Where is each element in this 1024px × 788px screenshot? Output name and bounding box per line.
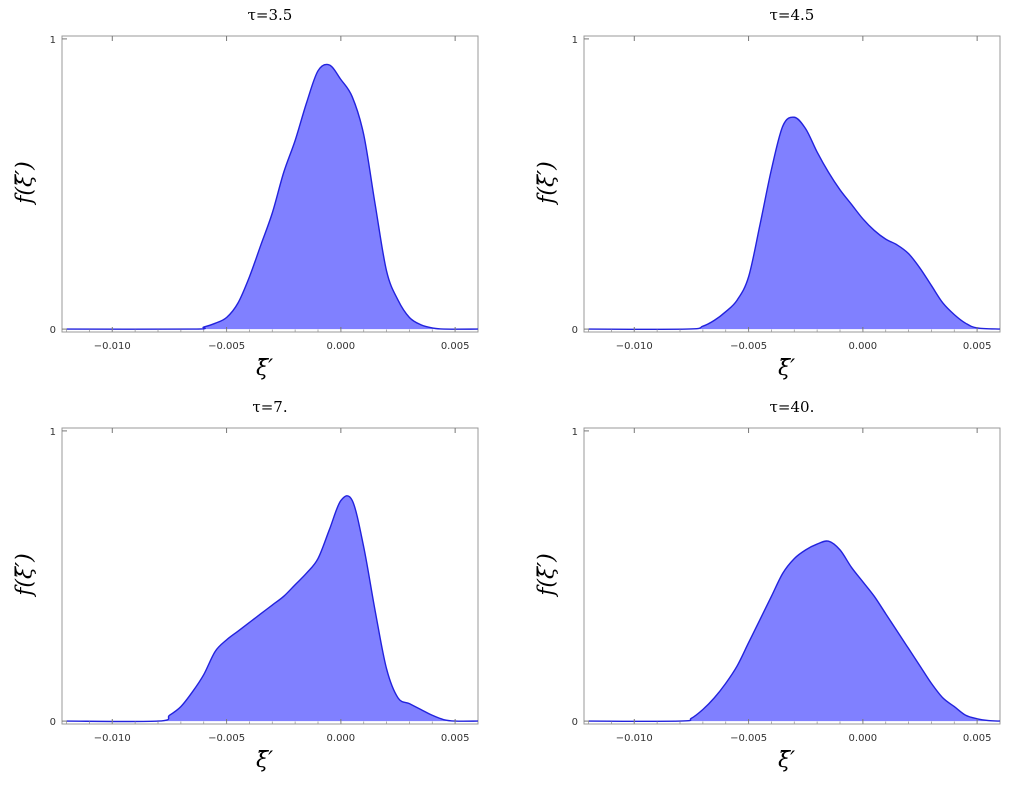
y-axis-label: f(ξ̄′) (12, 553, 38, 596)
density-area (66, 495, 479, 722)
density-line (66, 63, 479, 330)
plot-frame (61, 427, 479, 725)
x-tick-label: 0.000 (327, 341, 356, 352)
density-line (588, 540, 1001, 723)
plot-frame (583, 427, 1001, 725)
x-axis-label: ξ̄′ (778, 356, 796, 381)
chart-title: τ=40. (769, 398, 815, 416)
x-axis-label: ξ̄′ (256, 356, 274, 381)
x-tick-label: 0.000 (327, 733, 356, 744)
y-tick-label: 1 (572, 35, 578, 46)
x-tick-label: 0.000 (849, 341, 878, 352)
chart-title: τ=7. (252, 398, 288, 416)
density-area (588, 540, 1000, 722)
plot-frame (61, 35, 479, 333)
x-axis-label: ξ̄′ (256, 748, 274, 773)
x-tick-label: −0.010 (94, 733, 131, 744)
y-tick-label: 1 (572, 427, 578, 438)
density-area (588, 117, 1000, 330)
x-axis-label: ξ̄′ (778, 748, 796, 773)
y-tick-label: 0 (50, 717, 56, 728)
chart-panel-1: τ=3.5 −0.010 −0.005 0.000 0.005 0 1 f(ξ̄′) ξ̄′ (0, 0, 500, 390)
y-axis-label: f(ξ̄′) (12, 161, 38, 204)
x-tick-label: 0.005 (441, 733, 470, 744)
x-tick-label: −0.005 (730, 341, 767, 352)
chart-title: τ=4.5 (769, 6, 815, 24)
y-tick-label: 0 (50, 325, 56, 336)
x-tick-label: −0.010 (94, 341, 131, 352)
y-tick-label: 1 (50, 427, 56, 438)
chart-svg: −0.010 −0.005 0.000 0.005 0 1 (572, 35, 1001, 352)
y-tick-label: 0 (572, 325, 578, 336)
density-area (66, 64, 479, 330)
y-tick-label: 0 (572, 717, 578, 728)
x-tick-label: −0.010 (616, 733, 653, 744)
x-tick-label: −0.005 (208, 733, 245, 744)
chart-svg: −0.010 −0.005 0.000 0.005 0 1 (572, 427, 1001, 744)
y-tick-label: 1 (50, 35, 56, 46)
chart-panel-2: τ=4.5 −0.010 −0.005 0.000 0.005 0 1 f(ξ̄′) ξ̄′ (522, 0, 1022, 390)
x-tick-label: −0.005 (208, 341, 245, 352)
chart-title: τ=3.5 (247, 6, 293, 24)
x-tick-label: 0.005 (441, 341, 470, 352)
chart-panel-4: τ=40. −0.010 −0.005 0.000 0.005 0 1 f(ξ̄′) ξ̄′ (522, 392, 1022, 782)
x-tick-label: 0.005 (963, 341, 992, 352)
y-axis-label: f(ξ̄′) (534, 553, 560, 596)
x-tick-label: 0.000 (849, 733, 878, 744)
chart-svg: −0.010 −0.005 0.000 0.005 0 1 (50, 35, 479, 352)
chart-panel-3: τ=7. −0.010 −0.005 0.000 0.005 0 1 f(ξ̄′) ξ̄′ (0, 392, 500, 782)
y-axis-label: f(ξ̄′) (534, 161, 560, 204)
x-tick-label: −0.010 (616, 341, 653, 352)
chart-svg: −0.010 −0.005 0.000 0.005 0 1 (50, 427, 479, 744)
x-tick-label: 0.005 (963, 733, 992, 744)
x-tick-label: −0.005 (730, 733, 767, 744)
plot-frame (583, 35, 1001, 333)
density-line (588, 116, 1001, 331)
density-line (66, 495, 479, 723)
